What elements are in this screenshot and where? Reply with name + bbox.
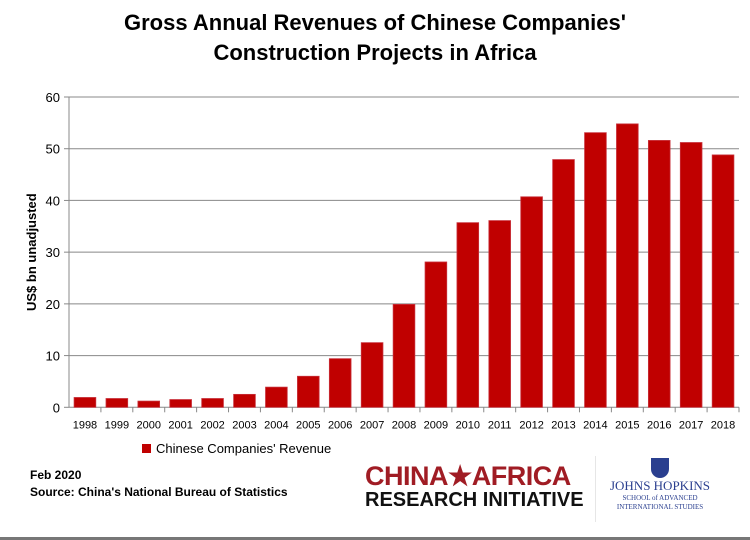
legend-label: Chinese Companies' Revenue [156,441,332,456]
bar [456,222,480,408]
x-tick-label: 2004 [264,419,288,431]
x-tick-label: 2013 [551,419,575,431]
bar [520,196,543,408]
y-tick-label: 30 [46,245,60,260]
y-tick-label: 50 [46,142,60,157]
x-tick-label: 2010 [456,419,480,431]
x-tick-label: 2006 [328,419,352,431]
bar [233,393,256,408]
date-note: Feb 2020 [30,468,82,482]
logo-divider [595,456,596,522]
y-axis-label: US$ bn unadjusted [24,193,39,311]
x-tick-label: 2015 [615,419,639,431]
x-tick-label: 2002 [200,419,224,431]
x-tick-label: 2014 [583,419,607,431]
x-tick-label: 2000 [137,419,161,431]
x-tick-label: 2003 [232,419,256,431]
bar [616,123,639,408]
y-tick-label: 60 [46,90,60,105]
shield-icon [651,458,669,478]
bar [137,400,161,408]
x-tick-label: 2017 [679,419,703,431]
logo-line-1: CHINA★AFRICA [365,461,571,491]
bar [711,154,735,408]
x-tick-label: 2011 [488,419,512,431]
china-africa-logo: CHINA★AFRICA RESEARCH INITIATIVE [365,461,584,511]
x-tick-label: 2007 [360,419,384,431]
y-tick-label: 0 [53,400,60,415]
bar [360,342,384,408]
bar [328,358,352,408]
title-line-2: Construction Projects in Africa [213,40,537,65]
jh-sub1: SCHOOL of ADVANCED [622,494,698,502]
chart-title: Gross Annual Revenues of Chinese Compani… [0,8,750,68]
bar [679,142,703,408]
bar [201,398,224,408]
x-tick-label: 2018 [711,419,735,431]
jh-sub2: INTERNATIONAL STUDIES [616,503,704,511]
bar [584,132,607,408]
x-tick-label: 2009 [424,419,448,431]
legend: Chinese Companies' Revenue [142,441,331,456]
bottom-border [0,537,750,540]
x-tick-label: 2008 [392,419,416,431]
bar [392,303,416,408]
johns-hopkins-logo: JOHNS HOPKINS SCHOOL of ADVANCED INTERNATI… [605,458,715,512]
bar [73,397,97,408]
bar [169,399,192,408]
bar [552,159,575,408]
jh-name: JOHNS HOPKINS [609,478,711,493]
x-tick-label: 1998 [73,419,97,431]
x-tick-label: 2016 [647,419,671,431]
bar [488,220,511,408]
bar [424,261,448,408]
y-tick-label: 10 [46,349,60,364]
footnote: Feb 2020 Source: China's National Bureau … [30,467,288,501]
x-tick-label: 2001 [168,419,192,431]
logo-line-2: RESEARCH INITIATIVE [365,489,584,511]
bar [297,375,320,408]
source-note: Source: China's National Bureau of Stati… [30,485,288,499]
x-tick-label: 1999 [105,419,129,431]
bar [105,398,129,408]
title-line-1: Gross Annual Revenues of Chinese Compani… [124,10,626,35]
x-tick-label: 2012 [519,419,543,431]
x-tick-label: 2005 [296,419,320,431]
y-tick-label: 20 [46,297,60,312]
bar [265,386,288,408]
bar [647,140,671,408]
legend-swatch [142,444,151,453]
y-tick-label: 40 [46,193,60,208]
